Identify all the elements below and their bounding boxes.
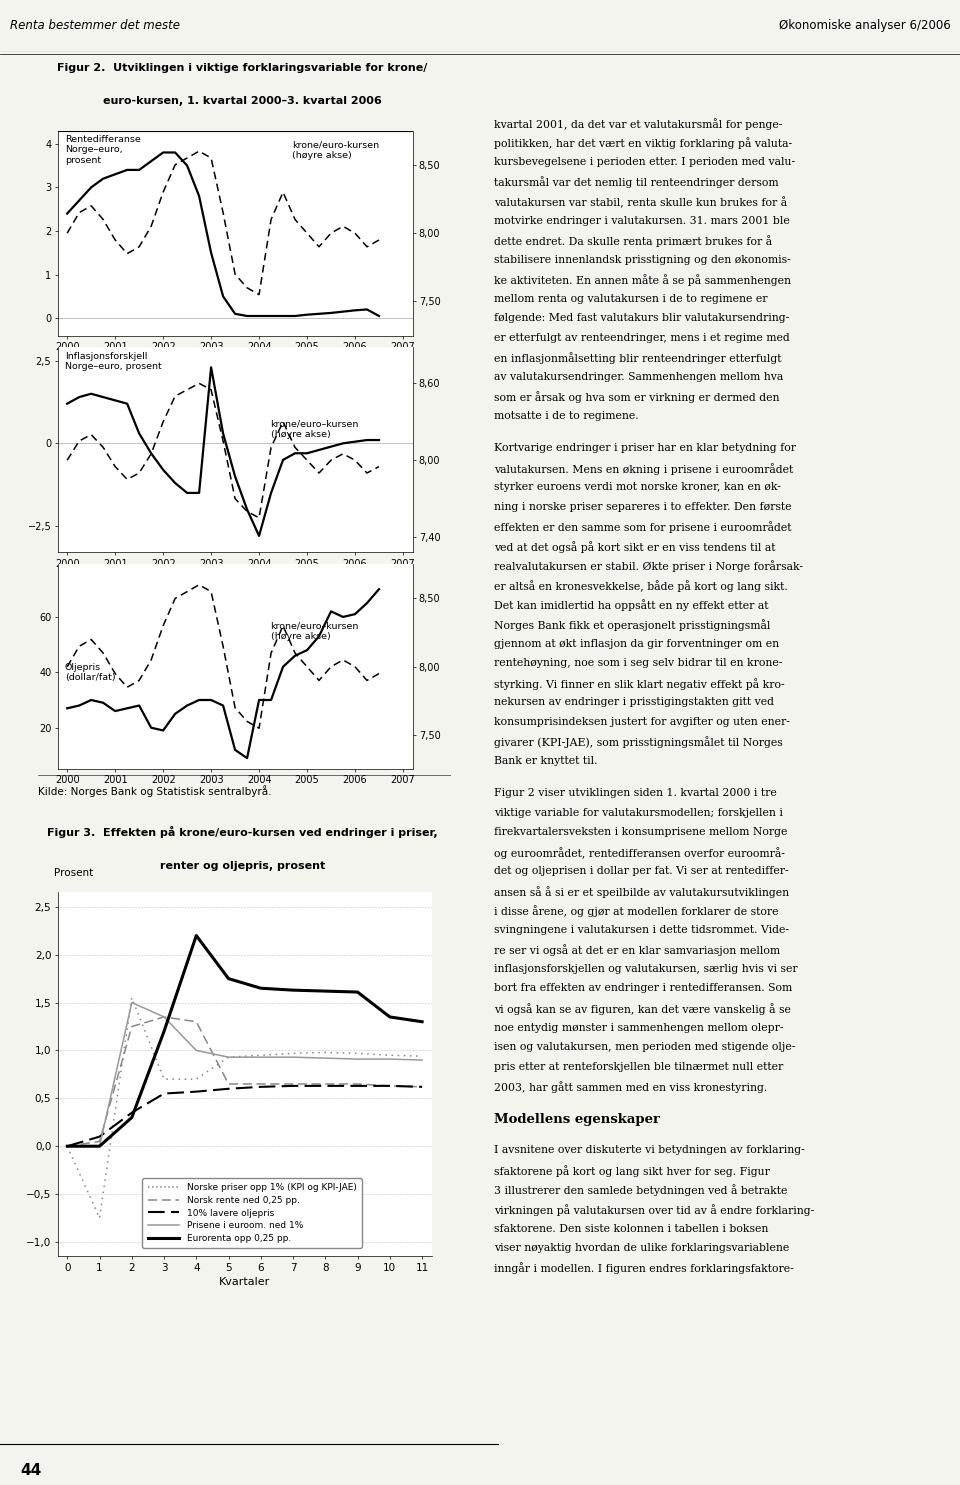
Text: re ser vi også at det er en klar samvariasjon mellom: re ser vi også at det er en klar samvari… (494, 944, 780, 956)
Text: ansen så å si er et speilbilde av valutakursutviklingen: ansen så å si er et speilbilde av valuta… (494, 885, 789, 897)
Text: Figur 2 viser utviklingen siden 1. kvartal 2000 i tre: Figur 2 viser utviklingen siden 1. kvart… (494, 789, 778, 797)
Text: er altså en kronesvekkelse, både på kort og lang sikt.: er altså en kronesvekkelse, både på kort… (494, 581, 788, 593)
Text: er etterfulgt av renteendringer, mens i et regime med: er etterfulgt av renteendringer, mens i … (494, 333, 790, 343)
Text: stabilisere innenlandsk prisstigning og den økonomis-: stabilisere innenlandsk prisstigning og … (494, 255, 791, 264)
Text: euro-kursen, 1. kvartal 2000–3. kvartal 2006: euro-kursen, 1. kvartal 2000–3. kvartal … (103, 97, 382, 105)
Text: dette endret. Da skulle renta primært brukes for å: dette endret. Da skulle renta primært br… (494, 235, 773, 247)
Text: en inflasjonmålsetting blir renteendringer etterfulgt: en inflasjonmålsetting blir renteendring… (494, 352, 781, 364)
Text: inngår i modellen. I figuren endres forklaringsfaktore-: inngår i modellen. I figuren endres fork… (494, 1262, 794, 1274)
Text: Figur 2.  Utviklingen i viktige forklaringsvariable for krone/: Figur 2. Utviklingen i viktige forklarin… (58, 62, 427, 73)
Text: Renta bestemmer det meste: Renta bestemmer det meste (10, 18, 180, 31)
Text: noe entydig mønster i sammenhengen mellom olepr-: noe entydig mønster i sammenhengen mello… (494, 1023, 784, 1032)
Text: det og oljeprisen i dollar per fat. Vi ser at rentediffer-: det og oljeprisen i dollar per fat. Vi s… (494, 866, 789, 876)
Text: renter og oljepris, prosent: renter og oljepris, prosent (159, 861, 325, 872)
Text: rentehøyning, noe som i seg selv bidrar til en krone-: rentehøyning, noe som i seg selv bidrar … (494, 658, 782, 668)
Text: Kortvarige endringer i priser har en klar betydning for: Kortvarige endringer i priser har en kla… (494, 443, 797, 453)
Text: viktige variable for valutakursmodellen; forskjellen i: viktige variable for valutakursmodellen;… (494, 808, 783, 818)
Text: ved at det også på kort sikt er en viss tendens til at: ved at det også på kort sikt er en viss … (494, 541, 776, 552)
Text: nekursen av endringer i prisstigingstakten gitt ved: nekursen av endringer i prisstigingstakt… (494, 698, 775, 707)
Text: motsatte i de to regimene.: motsatte i de to regimene. (494, 411, 639, 422)
Text: sfaktorene på kort og lang sikt hver for seg. Figur: sfaktorene på kort og lang sikt hver for… (494, 1164, 770, 1176)
Text: inflasjonsforskjellen og valutakursen, særlig hvis vi ser: inflasjonsforskjellen og valutakursen, s… (494, 964, 798, 974)
Text: ning i norske priser separeres i to effekter. Den første: ning i norske priser separeres i to effe… (494, 502, 792, 512)
Text: kursbevegelsene i perioden etter. I perioden med valu-: kursbevegelsene i perioden etter. I peri… (494, 157, 796, 168)
Text: sfaktorene. Den siste kolonnen i tabellen i boksen: sfaktorene. Den siste kolonnen i tabelle… (494, 1224, 769, 1234)
Text: givarer (KPI-JAE), som prisstigningsmålet til Norges: givarer (KPI-JAE), som prisstigningsmåle… (494, 737, 783, 748)
Text: Økonomiske analyser 6/2006: Økonomiske analyser 6/2006 (779, 18, 950, 31)
Text: firekvartalersveksten i konsumprisene mellom Norge: firekvartalersveksten i konsumprisene me… (494, 827, 788, 838)
Text: Rentedifferanse
Norge–euro,
prosent: Rentedifferanse Norge–euro, prosent (64, 135, 140, 165)
Text: bort fra effekten av endringer i rentedifferansen. Som: bort fra effekten av endringer i rentedi… (494, 983, 793, 993)
Text: realvalutakursen er stabil. Økte priser i Norge forårsak-: realvalutakursen er stabil. Økte priser … (494, 560, 804, 572)
Text: effekten er den samme som for prisene i euroområdet: effekten er den samme som for prisene i … (494, 521, 792, 533)
Text: Prosent: Prosent (54, 867, 93, 878)
Text: følgende: Med fast valutakurs blir valutakursendring-: følgende: Med fast valutakurs blir valut… (494, 313, 790, 324)
Text: styrking. Vi finner en slik klart negativ effekt på kro-: styrking. Vi finner en slik klart negati… (494, 677, 785, 689)
Text: mellom renta og valutakursen i de to regimene er: mellom renta og valutakursen i de to reg… (494, 294, 768, 304)
Text: gjennom at økt inflasjon da gir forventninger om en: gjennom at økt inflasjon da gir forventn… (494, 639, 780, 649)
Text: isen og valutakursen, men perioden med stigende olje-: isen og valutakursen, men perioden med s… (494, 1042, 796, 1051)
X-axis label: Kvartaler: Kvartaler (219, 1277, 271, 1286)
Text: Bank er knyttet til.: Bank er knyttet til. (494, 756, 598, 766)
Text: styrker euroens verdi mot norske kroner, kan en øk-: styrker euroens verdi mot norske kroner,… (494, 483, 781, 493)
Text: 44: 44 (20, 1463, 41, 1478)
Text: krone/euro–kursen
(høyre akse): krone/euro–kursen (høyre akse) (271, 419, 359, 438)
Text: Norges Bank fikk et operasjonelt prisstigningsmål: Norges Bank fikk et operasjonelt prissti… (494, 619, 771, 631)
Legend: Norske priser opp 1% (KPI og KPI-JAE), Norsk rente ned 0,25 pp., 10% lavere olje: Norske priser opp 1% (KPI og KPI-JAE), N… (142, 1178, 362, 1249)
Text: Modellens egenskaper: Modellens egenskaper (494, 1114, 660, 1126)
Text: som er årsak og hva som er virkning er dermed den: som er årsak og hva som er virkning er d… (494, 392, 780, 404)
Text: Det kan imidlertid ha oppsått en ny effekt etter at: Det kan imidlertid ha oppsått en ny effe… (494, 600, 769, 612)
Text: Inflasjonsforskjell
Norge–euro, prosent: Inflasjonsforskjell Norge–euro, prosent (64, 352, 161, 371)
Text: vi også kan se av figuren, kan det være vanskelig å se: vi også kan se av figuren, kan det være … (494, 1002, 791, 1014)
Text: takursmål var det nemlig til renteendringer dersom: takursmål var det nemlig til renteendrin… (494, 177, 779, 189)
Text: av valutakursendringer. Sammenhengen mellom hva: av valutakursendringer. Sammenhengen mel… (494, 373, 783, 382)
Text: svingningene i valutakursen i dette tidsrommet. Vide-: svingningene i valutakursen i dette tids… (494, 925, 789, 936)
Text: politikken, har det vært en viktig forklaring på valuta-: politikken, har det vært en viktig forkl… (494, 138, 793, 150)
Text: krone/euro–kursen
(høyre akse): krone/euro–kursen (høyre akse) (271, 622, 359, 642)
Text: Kilde: Norges Bank og Statistisk sentralbyrå.: Kilde: Norges Bank og Statistisk sentral… (38, 786, 272, 797)
Text: Oljepris
(dollar/fat): Oljepris (dollar/fat) (64, 662, 115, 682)
Text: motvirke endringer i valutakursen. 31. mars 2001 ble: motvirke endringer i valutakursen. 31. m… (494, 215, 790, 226)
Text: I avsnitene over diskuterte vi betydningen av forklaring-: I avsnitene over diskuterte vi betydning… (494, 1145, 805, 1155)
Text: valutakursen var stabil, renta skulle kun brukes for å: valutakursen var stabil, renta skulle ku… (494, 196, 787, 208)
Text: viser nøyaktig hvordan de ulike forklaringsvariablene: viser nøyaktig hvordan de ulike forklari… (494, 1243, 790, 1253)
Text: kvartal 2001, da det var et valutakursmål for penge-: kvartal 2001, da det var et valutakursmå… (494, 117, 782, 129)
Text: ke aktiviteten. En annen måte å se på sammenhengen: ke aktiviteten. En annen måte å se på sa… (494, 275, 791, 287)
Text: krone/euro-kursen
(høyre akse): krone/euro-kursen (høyre akse) (292, 141, 379, 160)
Text: og euroområdet, rentedifferansen overfor euroområ-: og euroområdet, rentedifferansen overfor… (494, 846, 785, 858)
Text: Figur 3.  Effekten på krone/euro-kursen ved endringer i priser,: Figur 3. Effekten på krone/euro-kursen v… (47, 826, 438, 838)
Text: konsumprisindeksen justert for avgifter og uten ener-: konsumprisindeksen justert for avgifter … (494, 717, 790, 726)
Text: 3 illustrerer den samlede betydningen ved å betrakte: 3 illustrerer den samlede betydningen ve… (494, 1185, 788, 1197)
Text: virkningen på valutakursen over tid av å endre forklaring-: virkningen på valutakursen over tid av å… (494, 1204, 815, 1216)
Text: 2003, har gått sammen med en viss kronestyring.: 2003, har gått sammen med en viss krones… (494, 1081, 768, 1093)
Text: valutakursen. Mens en økning i prisene i euroområdet: valutakursen. Mens en økning i prisene i… (494, 463, 794, 475)
Text: pris etter at renteforskjellen ble tilnærmet null etter: pris etter at renteforskjellen ble tilnæ… (494, 1062, 783, 1072)
Text: i disse årene, og gjør at modellen forklarer de store: i disse årene, og gjør at modellen forkl… (494, 906, 779, 918)
